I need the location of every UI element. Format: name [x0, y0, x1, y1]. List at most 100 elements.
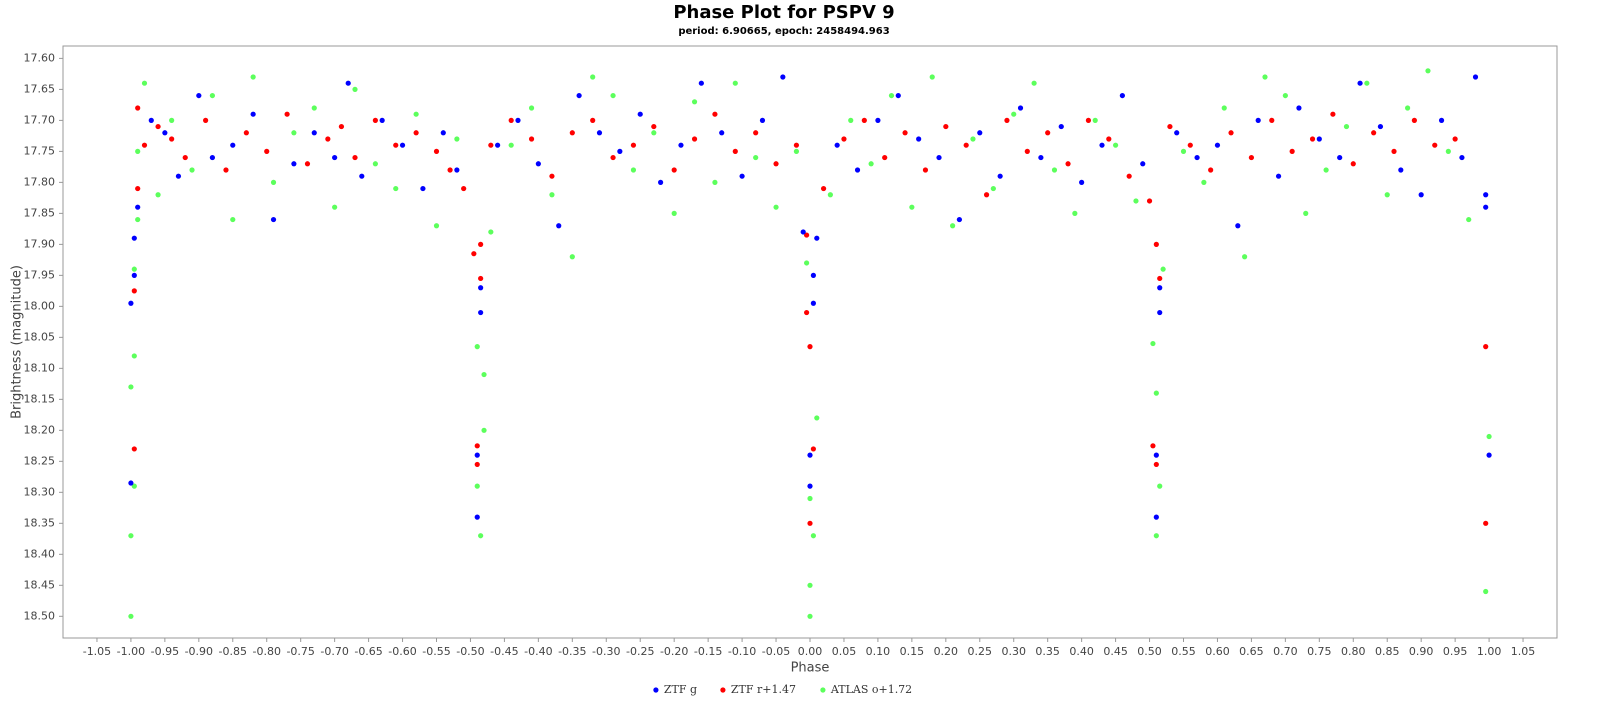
- data-point: [1411, 117, 1417, 123]
- x-tick-label: -0.65: [354, 645, 382, 658]
- data-point: [131, 446, 137, 452]
- data-point: [590, 74, 596, 80]
- y-tick-label: 17.75: [24, 144, 56, 157]
- data-point: [671, 167, 677, 173]
- data-point: [882, 154, 888, 161]
- data-point: [977, 130, 983, 136]
- data-point: [393, 185, 399, 192]
- data-point: [379, 117, 385, 123]
- data-point: [990, 185, 996, 192]
- x-tick-label: 0.75: [1307, 645, 1332, 658]
- data-point: [461, 185, 467, 192]
- data-point: [230, 142, 236, 148]
- data-point: [372, 117, 378, 123]
- data-point: [175, 173, 182, 179]
- data-point: [209, 92, 215, 99]
- plot-area: [62, 45, 1558, 639]
- data-point: [549, 173, 555, 179]
- data-point: [1228, 130, 1234, 136]
- data-point: [902, 130, 908, 136]
- x-tick-label: 0.45: [1103, 645, 1128, 658]
- data-point: [447, 167, 453, 173]
- data-point: [1466, 216, 1472, 223]
- data-point: [291, 130, 297, 136]
- data-point: [393, 142, 399, 148]
- data-point: [814, 415, 820, 421]
- data-point: [474, 483, 480, 489]
- x-tick-label: 0.60: [1205, 645, 1230, 658]
- data-point: [148, 117, 154, 123]
- data-point: [338, 123, 345, 130]
- data-point: [814, 235, 820, 241]
- data-point: [1391, 148, 1397, 154]
- data-point: [243, 130, 249, 136]
- data-point: [1004, 117, 1010, 123]
- data-point: [474, 344, 480, 350]
- data-point: [1316, 136, 1322, 142]
- data-point: [478, 309, 484, 316]
- data-point: [630, 167, 637, 173]
- data-point: [508, 142, 514, 148]
- data-point: [1289, 148, 1295, 154]
- y-tick-label: 18.15: [24, 392, 56, 405]
- data-point: [1486, 433, 1492, 440]
- data-point: [1486, 452, 1492, 458]
- data-point: [691, 136, 698, 142]
- data-point: [895, 92, 901, 99]
- data-point: [678, 142, 684, 148]
- data-point: [1079, 179, 1085, 185]
- y-tick-label: 17.80: [24, 175, 56, 188]
- data-point: [810, 533, 816, 539]
- data-point: [807, 495, 813, 502]
- data-point: [131, 272, 137, 278]
- data-point: [528, 105, 535, 111]
- data-point: [433, 223, 440, 229]
- data-point: [162, 130, 168, 136]
- data-point: [1146, 198, 1153, 204]
- data-point: [1330, 111, 1336, 117]
- data-point: [963, 142, 969, 148]
- data-point: [325, 136, 331, 142]
- data-point: [1398, 167, 1404, 173]
- data-point: [807, 582, 813, 588]
- data-point: [131, 353, 137, 359]
- data-point: [753, 130, 759, 136]
- x-tick-label: -0.85: [219, 645, 247, 658]
- data-point: [596, 130, 603, 136]
- data-point: [848, 117, 854, 123]
- data-point: [1092, 117, 1098, 123]
- data-point: [1337, 154, 1343, 161]
- data-point: [399, 142, 406, 148]
- data-point: [1350, 161, 1356, 167]
- data-point: [1432, 142, 1438, 148]
- x-tick-label: 0.30: [1001, 645, 1026, 658]
- x-tick-label: -0.75: [286, 645, 314, 658]
- x-tick-label: 0.65: [1239, 645, 1264, 658]
- data-point: [420, 185, 426, 192]
- data-point: [1377, 123, 1384, 130]
- chart-title: Phase Plot for PSPV 9: [673, 2, 894, 23]
- data-point: [495, 142, 501, 148]
- data-point: [1072, 210, 1078, 216]
- data-point: [1017, 105, 1024, 111]
- data-point: [810, 300, 816, 306]
- x-tick-label: -0.30: [592, 645, 620, 658]
- data-point: [128, 384, 134, 390]
- data-point: [250, 111, 256, 117]
- data-point: [834, 142, 840, 148]
- data-point: [478, 241, 484, 247]
- legend-marker: [720, 687, 726, 693]
- x-tick-label: 1.05: [1511, 645, 1536, 658]
- y-tick-label: 17.65: [24, 82, 56, 95]
- data-point: [169, 117, 175, 123]
- data-point: [196, 92, 202, 99]
- data-point: [1438, 117, 1445, 123]
- data-point: [556, 223, 562, 229]
- data-point: [637, 111, 643, 117]
- x-tick-label: -0.25: [626, 645, 654, 658]
- data-point: [1275, 173, 1282, 179]
- data-point: [311, 105, 317, 111]
- data-point: [1323, 167, 1329, 173]
- data-point: [128, 300, 134, 306]
